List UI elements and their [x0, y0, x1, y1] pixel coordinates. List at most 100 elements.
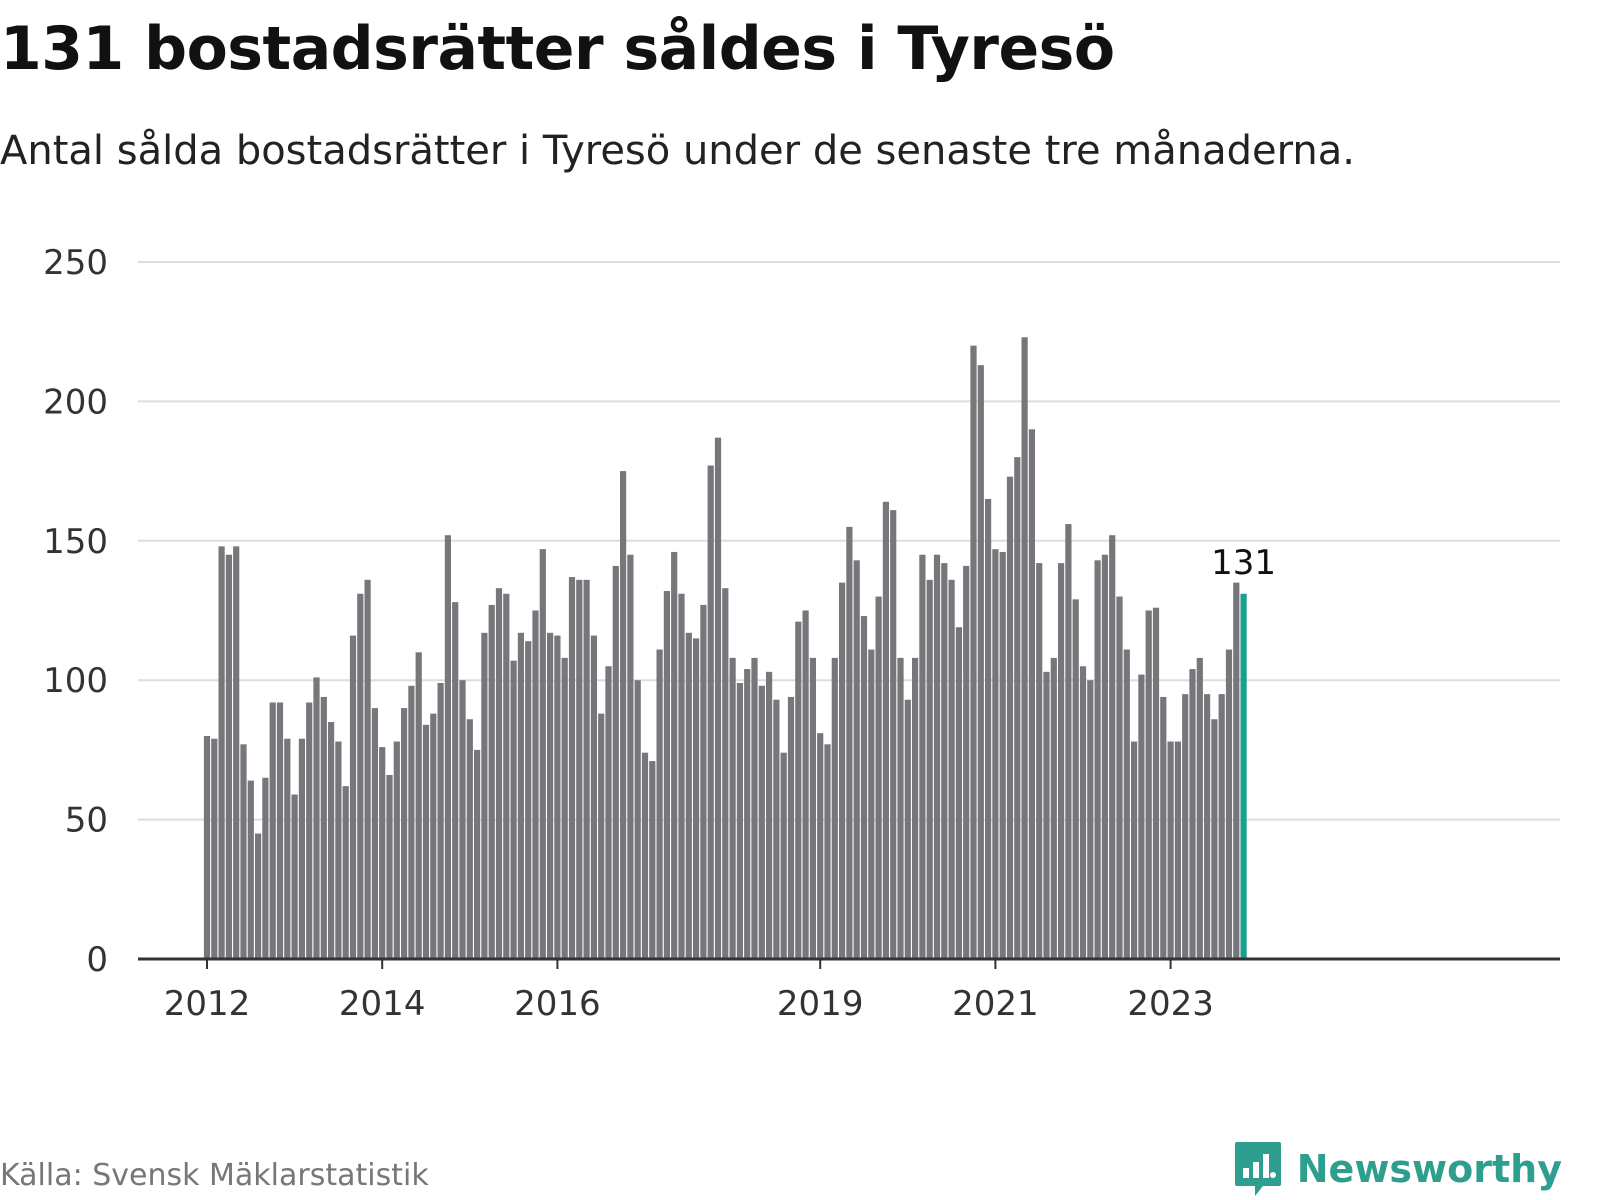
bar: [495, 588, 503, 959]
brand-name: Newsworthy: [1296, 1147, 1562, 1191]
bar: [882, 501, 889, 959]
bar: [1079, 666, 1087, 959]
bar: [1218, 694, 1225, 959]
y-tick-label: 100: [43, 661, 108, 701]
bar: [342, 786, 349, 959]
bars: [203, 337, 1247, 959]
bar: [1021, 337, 1028, 959]
bar: [685, 632, 692, 959]
bar: [904, 699, 911, 959]
x-tick-label: 2019: [777, 984, 864, 1024]
bar: [401, 708, 408, 959]
bar: [371, 708, 378, 959]
bar: [313, 677, 320, 959]
y-tick-label: 250: [43, 243, 108, 283]
bar: [1145, 610, 1152, 959]
bar: [481, 632, 488, 959]
bar: [722, 588, 729, 959]
bar: [576, 579, 583, 959]
x-tick-label: 2014: [339, 984, 426, 1024]
bar: [641, 752, 649, 959]
bar: [919, 554, 926, 959]
bar: [649, 761, 656, 959]
bar: [795, 621, 802, 959]
bar: [912, 657, 919, 959]
bar: [700, 604, 707, 959]
x-tick-label: 2016: [514, 984, 601, 1024]
bar: [773, 699, 780, 959]
x-tick-label: 2021: [952, 984, 1039, 1024]
y-tick-label: 150: [43, 522, 108, 562]
bar: [933, 554, 941, 959]
bar: [291, 794, 298, 959]
bar: [1123, 649, 1130, 959]
bar: [729, 657, 736, 959]
bar: [1204, 694, 1211, 959]
bar: [415, 652, 422, 959]
bar-highlight: [1240, 593, 1247, 959]
y-tick-label: 0: [86, 940, 108, 980]
bar: [846, 526, 853, 959]
bar: [1225, 649, 1233, 959]
bar: [349, 635, 357, 959]
bar: [276, 702, 284, 959]
bar: [868, 649, 875, 959]
bar: [1116, 596, 1123, 959]
bar: [386, 774, 393, 959]
bar: [474, 749, 481, 959]
bar: [663, 590, 670, 959]
bar: [466, 719, 473, 959]
bar: [211, 738, 218, 959]
bar: [817, 733, 824, 959]
bar: [306, 702, 313, 959]
bar: [802, 610, 809, 959]
bar: [444, 535, 451, 959]
bar: [262, 777, 269, 959]
bar: [437, 682, 444, 959]
bar: [1043, 671, 1050, 959]
bar: [1087, 680, 1094, 959]
bar: [510, 660, 517, 959]
bar: [634, 680, 641, 959]
bar: [1014, 457, 1021, 959]
bar: [970, 345, 977, 959]
bar: [583, 579, 590, 959]
bar: [255, 833, 262, 959]
bar: [875, 596, 882, 959]
bar: [780, 752, 787, 959]
bar: [218, 546, 225, 959]
bar: [1138, 674, 1145, 959]
brand-logo: Newsworthy: [1233, 1140, 1562, 1198]
gridlines: 0 50 100 150 200 250: [43, 243, 1560, 980]
bar: [503, 593, 510, 959]
bar: [1050, 657, 1057, 959]
bar-chart: 0 50 100 150 200 250 2012 2014 2016 2019 2021 2023…: [43, 243, 1560, 1024]
bar: [736, 682, 743, 959]
bar: [941, 563, 948, 959]
bar: [561, 657, 568, 959]
y-tick-label: 200: [43, 382, 108, 422]
bar: [1006, 476, 1014, 959]
source-note: Källa: Svensk Mäklarstatistik: [0, 1158, 429, 1193]
bar: [233, 546, 240, 959]
bar: [568, 577, 576, 959]
x-tick-label: 2023: [1127, 984, 1214, 1024]
bar: [240, 744, 247, 959]
bar: [809, 657, 816, 959]
bar: [1109, 535, 1116, 959]
bar: [1072, 599, 1079, 959]
bar: [963, 565, 970, 959]
bar: [985, 498, 992, 959]
bar: [379, 747, 386, 959]
bar: [422, 724, 430, 959]
bar: [693, 638, 700, 959]
bar: [707, 465, 714, 959]
bar: [955, 627, 962, 959]
bar: [430, 713, 437, 959]
bar: [831, 657, 838, 959]
bar: [671, 551, 678, 959]
chart-subtitle: Antal sålda bostadsrätter i Tyresö under…: [0, 128, 1355, 174]
bar: [824, 744, 831, 959]
bar: [1196, 657, 1203, 959]
bar: [1028, 429, 1035, 959]
